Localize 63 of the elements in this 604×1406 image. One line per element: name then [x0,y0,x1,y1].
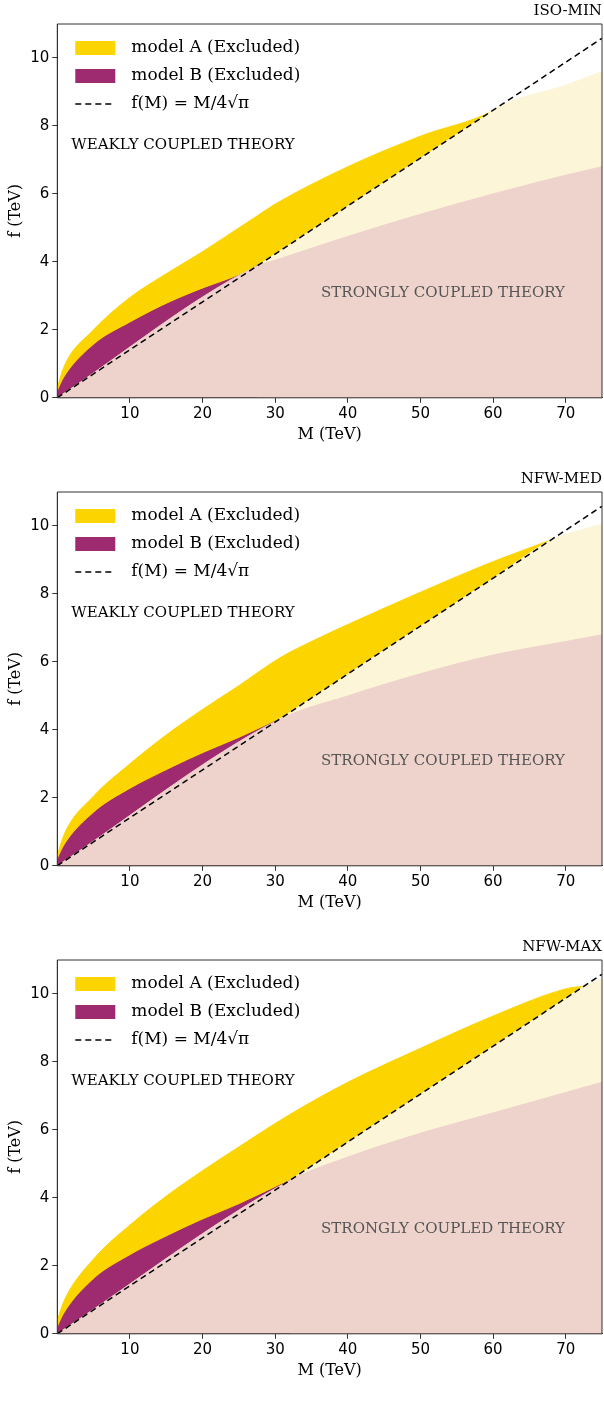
x-tick-label: 30 [265,403,285,422]
legend-label: model B (Excluded) [131,64,301,85]
legend-label: model A (Excluded) [131,972,301,993]
y-tick-label: 2 [39,319,50,338]
x-tick-label: 20 [193,1339,213,1358]
annotation: STRONGLY COUPLED THEORY [321,283,567,302]
legend-label: model B (Excluded) [131,1000,301,1021]
y-tick-label: 4 [39,251,50,270]
y-tick-label: 8 [39,115,50,134]
x-tick-label: 70 [556,871,576,890]
annotation: WEAKLY COUPLED THEORY [71,603,296,622]
y-tick-label: 8 [39,1051,50,1070]
x-tick-label: 40 [338,1339,358,1358]
x-tick-label: 40 [338,403,358,422]
x-tick-label: 20 [193,403,213,422]
x-tick-label: 70 [556,1339,576,1358]
x-tick-label: 60 [483,1339,503,1358]
x-tick-label: 10 [120,1339,140,1358]
y-tick-label: 6 [39,183,50,202]
legend-label: f(M) = M/4√π [131,92,250,113]
y-tick-label: 4 [39,719,50,738]
chart-title: NFW-MED [520,468,602,487]
y-tick-label: 8 [39,583,50,602]
x-tick-label: 50 [410,871,430,890]
legend-label: f(M) = M/4√π [131,560,250,581]
y-axis-title: f (TeV) [4,183,24,238]
legend-label: model A (Excluded) [131,36,301,57]
x-axis-title: M (TeV) [297,1359,362,1379]
y-tick-label: 0 [39,1323,50,1342]
x-tick-label: 30 [265,871,285,890]
y-tick-label: 4 [39,1187,50,1206]
y-tick-label: 6 [39,651,50,670]
y-tick-label: 0 [39,855,50,874]
x-tick-label: 10 [120,403,140,422]
y-tick-label: 10 [30,515,50,534]
annotation: STRONGLY COUPLED THEORY [321,751,567,770]
x-tick-label: 40 [338,871,358,890]
legend-label: model A (Excluded) [131,504,301,525]
x-tick-label: 50 [410,403,430,422]
x-tick-label: 70 [556,403,576,422]
chart-title: NFW-MAX [522,936,603,955]
chart-title: ISO-MIN [533,0,602,19]
x-axis-title: M (TeV) [297,891,362,911]
y-tick-label: 0 [39,387,50,406]
y-tick-label: 2 [39,1255,50,1274]
x-tick-label: 20 [193,871,213,890]
annotation: STRONGLY COUPLED THEORY [321,1219,567,1238]
y-tick-label: 10 [30,983,50,1002]
annotation: WEAKLY COUPLED THEORY [71,135,296,154]
y-tick-label: 6 [39,1119,50,1138]
y-axis-title: f (TeV) [4,1119,24,1174]
x-tick-label: 50 [410,1339,430,1358]
x-tick-label: 10 [120,871,140,890]
x-tick-label: 60 [483,403,503,422]
y-axis-title: f (TeV) [4,651,24,706]
annotation: WEAKLY COUPLED THEORY [71,1071,296,1090]
x-tick-label: 60 [483,871,503,890]
y-tick-label: 2 [39,787,50,806]
y-tick-label: 10 [30,47,50,66]
x-axis-title: M (TeV) [297,423,362,443]
x-tick-label: 30 [265,1339,285,1358]
legend-label: f(M) = M/4√π [131,1028,250,1049]
legend-label: model B (Excluded) [131,532,301,553]
